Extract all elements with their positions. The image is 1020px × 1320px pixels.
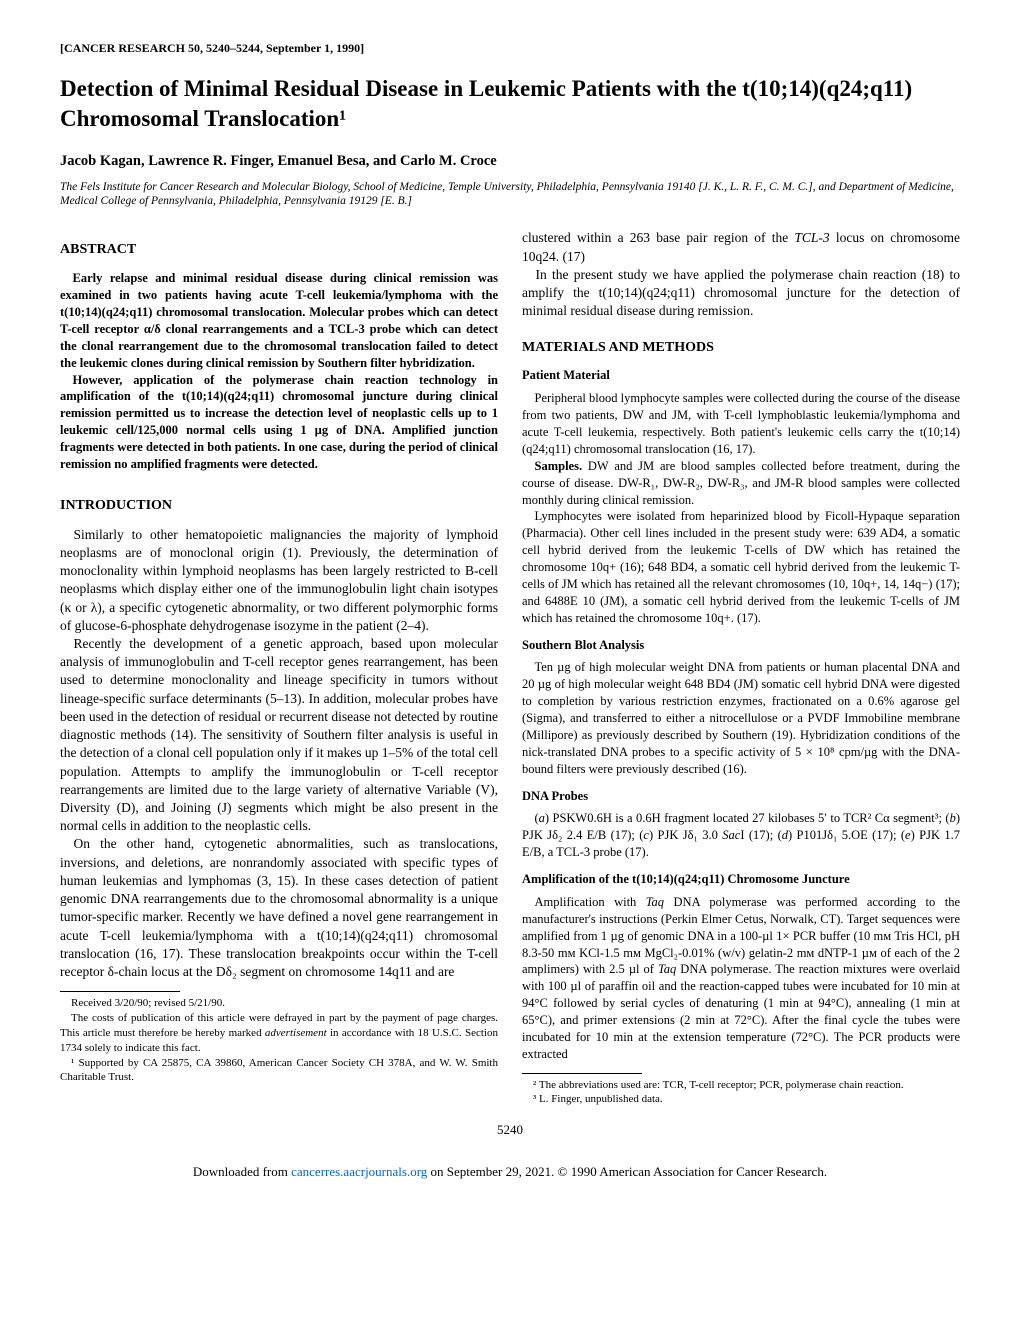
txt: clustered within a 263 base pair region … — [522, 230, 794, 245]
dna-probes-heading: DNA Probes — [522, 788, 960, 805]
dl-pre: Downloaded from — [193, 1164, 291, 1179]
t2: ) PSKW0.6H is a 0.6H fragment located 27… — [545, 811, 950, 825]
southern-blot-heading: Southern Blot Analysis — [522, 637, 960, 654]
t4: ) PJK Jδ₁ 3.0 — [649, 828, 722, 842]
journal-reference: [CANCER RESEARCH 50, 5240–5244, Septembe… — [60, 40, 960, 56]
sb-p1: Ten µg of high molecular weight DNA from… — [522, 659, 960, 777]
amplification-body: Amplification with Taq DNA polymerase wa… — [522, 894, 960, 1063]
taq-2: Taq — [658, 962, 676, 976]
t3: DNA polymerase. The reaction mixtures we… — [522, 962, 960, 1060]
abstract-para-2: However, application of the polymerase c… — [60, 372, 498, 473]
dna-probes-body: (a) PSKW0.6H is a 0.6H fragment located … — [522, 810, 960, 861]
t6: ) P101Jδ₁ 5.OE (17); ( — [788, 828, 905, 842]
download-footer: Downloaded from cancerres.aacrjournals.o… — [60, 1163, 960, 1181]
article-title: Detection of Minimal Residual Disease in… — [60, 74, 960, 134]
southern-blot-body: Ten µg of high molecular weight DNA from… — [522, 659, 960, 777]
sac-italic: Sac — [722, 828, 740, 842]
patient-material-body: Peripheral blood lymphocyte samples were… — [522, 390, 960, 626]
pm-p3: Lymphocytes were isolated from hepariniz… — [522, 508, 960, 626]
patient-material-heading: Patient Material — [522, 367, 960, 384]
taq-1: Taq — [646, 895, 664, 909]
abstract-para-1: Early relapse and minimal residual disea… — [60, 270, 498, 371]
page-number: 5240 — [60, 1121, 960, 1139]
pm-p1: Peripheral blood lymphocyte samples were… — [522, 390, 960, 458]
footnote-support: ¹ Supported by CA 25875, CA 39860, Ameri… — [60, 1056, 498, 1086]
t5: I (17); ( — [740, 828, 781, 842]
amplification-heading: Amplification of the t(10;14)(q24;q11) C… — [522, 871, 960, 888]
pm-p2: Samples. DW and JM are blood samples col… — [522, 458, 960, 509]
dp-p1: (a) PSKW0.6H is a 0.6H fragment located … — [522, 810, 960, 861]
dl-post: on September 29, 2021. © 1990 American A… — [427, 1164, 827, 1179]
left-column: ABSTRACT Early relapse and minimal resid… — [60, 229, 498, 1107]
two-column-layout: ABSTRACT Early relapse and minimal resid… — [60, 229, 960, 1107]
tcl3-italic: TCL-3 — [794, 230, 829, 245]
intro-para-2: Recently the development of a genetic ap… — [60, 635, 498, 835]
footnote-unpub: ³ L. Finger, unpublished data. — [522, 1092, 960, 1107]
pm-p2-txt: DW and JM are blood samples collected be… — [522, 459, 960, 507]
materials-methods-heading: MATERIALS AND METHODS — [522, 339, 960, 358]
intro-cont-p1: clustered within a 263 base pair region … — [522, 229, 960, 265]
abstract-body: Early relapse and minimal residual disea… — [60, 270, 498, 473]
footnote-rule-right — [522, 1073, 642, 1074]
footnote-abbrev: ² The abbreviations used are: TCR, T-cel… — [522, 1078, 960, 1093]
footnote-received: Received 3/20/90; revised 5/21/90. — [60, 996, 498, 1011]
intro-para-1: Similarly to other hematopoietic maligna… — [60, 526, 498, 635]
samples-label: Samples. — [535, 459, 583, 473]
amp-p1: Amplification with Taq DNA polymerase wa… — [522, 894, 960, 1063]
download-link[interactable]: cancerres.aacrjournals.org — [291, 1164, 427, 1179]
introduction-heading: INTRODUCTION — [60, 497, 498, 516]
introduction-body: Similarly to other hematopoietic maligna… — [60, 526, 498, 981]
affiliation: The Fels Institute for Cancer Research a… — [60, 180, 960, 210]
fn-ad-italic: advertisement — [265, 1027, 327, 1039]
intro-cont-p2: In the present study we have applied the… — [522, 266, 960, 321]
right-footnotes: ² The abbreviations used are: TCR, T-cel… — [522, 1078, 960, 1108]
footnote-charges: The costs of publication of this article… — [60, 1011, 498, 1056]
right-column: clustered within a 263 base pair region … — [522, 229, 960, 1107]
authors: Jacob Kagan, Lawrence R. Finger, Emanuel… — [60, 152, 960, 172]
footnote-rule — [60, 991, 180, 992]
intro-continued: clustered within a 263 base pair region … — [522, 229, 960, 320]
intro-para-3: On the other hand, cytogenetic abnormali… — [60, 835, 498, 981]
abstract-heading: ABSTRACT — [60, 241, 498, 260]
t: Amplification with — [535, 895, 646, 909]
left-footnotes: Received 3/20/90; revised 5/21/90. The c… — [60, 996, 498, 1085]
